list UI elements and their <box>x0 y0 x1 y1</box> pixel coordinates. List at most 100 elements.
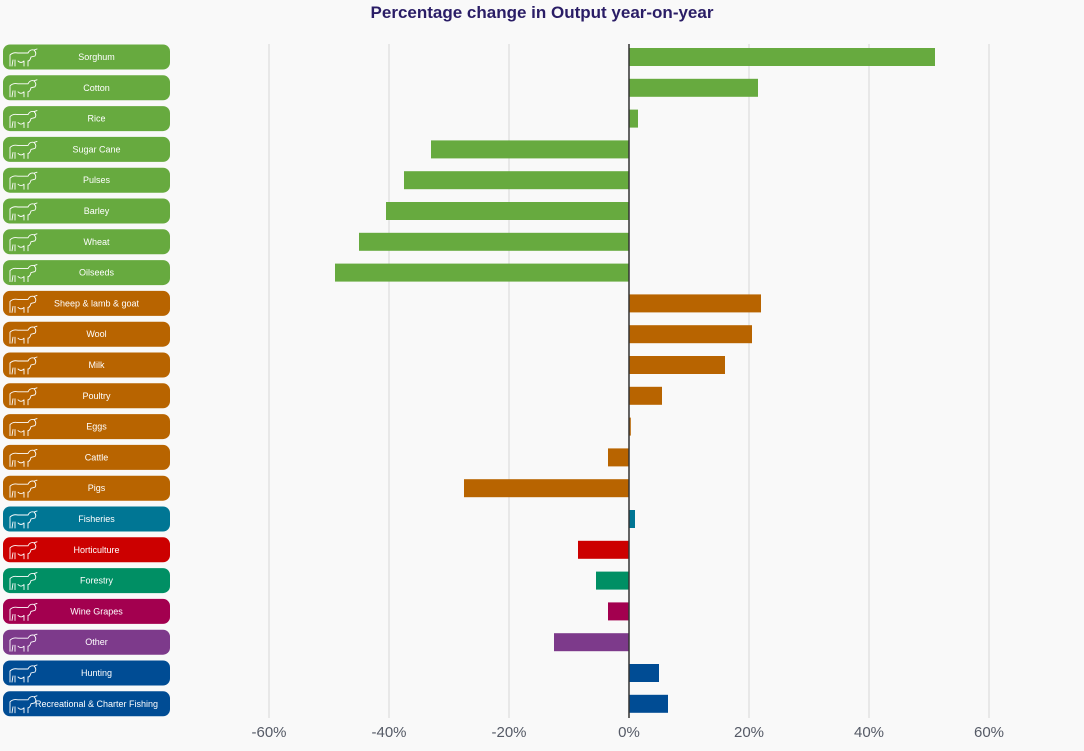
cow-icon <box>9 294 38 313</box>
category-label: Fisheries <box>3 506 170 532</box>
category-badge <box>3 537 170 563</box>
category-label-text: Pigs <box>88 483 106 493</box>
category-label: Poultry <box>3 383 170 409</box>
cow-icon <box>9 387 38 406</box>
x-tick-label: 60% <box>974 724 1004 741</box>
x-tick-label: -20% <box>491 724 526 741</box>
category-label: Sheep & lamb & goat <box>3 290 170 316</box>
category-badge <box>3 691 170 717</box>
category-label: Cotton <box>3 75 170 101</box>
category-label: Pulses <box>3 167 170 193</box>
category-badge <box>3 352 170 378</box>
category-label-text: Recreational & Charter Fishing <box>35 699 158 709</box>
category-badge <box>3 444 170 470</box>
category-label-text: Horticulture <box>73 545 119 555</box>
category-badge <box>3 229 170 255</box>
cow-icon <box>9 572 38 591</box>
category-label-text: Poultry <box>82 391 111 401</box>
bar <box>629 325 752 344</box>
category-badge <box>3 136 170 162</box>
bar <box>386 202 629 220</box>
category-label: Sugar Cane <box>3 136 170 162</box>
bar <box>596 571 629 590</box>
category-label: Rice <box>3 106 170 132</box>
tick-layer: -60% -40% -20% 0% 20% 40% 60% <box>251 44 1004 741</box>
cow-icon <box>9 140 38 159</box>
chart-title: Percentage change in Output year-on-year <box>370 3 714 22</box>
bar <box>629 294 761 313</box>
category-label: Oilseeds <box>3 260 170 286</box>
bar <box>629 78 758 97</box>
category-label-text: Oilseeds <box>79 268 115 278</box>
category-label-text: Fisheries <box>78 514 115 524</box>
category-label-text: Wool <box>86 329 106 339</box>
category-label-text: Barley <box>84 206 110 216</box>
category-label-text: Wine Grapes <box>70 606 123 616</box>
category-label-text: Cotton <box>83 83 110 93</box>
category-label-text: Rice <box>87 114 105 124</box>
category-badge <box>3 506 170 532</box>
category-label: Eggs <box>3 414 170 440</box>
bar <box>554 633 629 652</box>
category-badge <box>3 106 170 132</box>
cow-icon <box>9 541 38 560</box>
category-label-text: Other <box>85 637 108 647</box>
category-label: Other <box>3 629 170 655</box>
cow-icon <box>9 664 38 683</box>
category-label: Sorghum <box>3 44 170 70</box>
category-label-text: Sheep & lamb & goat <box>54 298 140 308</box>
label-layer: Sorghum Cotton Rice Sugar Cane Pulses Barley W… <box>3 44 170 717</box>
category-label: Wine Grapes <box>3 598 170 624</box>
cow-icon <box>9 479 38 498</box>
category-label-text: Sorghum <box>78 52 115 62</box>
category-label: Hunting <box>3 660 170 686</box>
category-label: Milk <box>3 352 170 378</box>
category-label-text: Milk <box>89 360 105 370</box>
bar <box>629 386 662 405</box>
cow-icon <box>9 356 38 375</box>
bar <box>629 417 631 436</box>
bar <box>629 356 725 374</box>
category-badge <box>3 290 170 316</box>
cow-icon <box>9 202 38 221</box>
category-label: Recreational & Charter Fishing <box>3 691 170 717</box>
category-badge <box>3 260 170 286</box>
cow-icon <box>9 695 38 714</box>
category-label-text: Pulses <box>83 175 111 185</box>
bar-layer <box>335 48 935 713</box>
category-badge <box>3 383 170 409</box>
category-label: Barley <box>3 198 170 224</box>
cow-icon <box>9 602 38 621</box>
bar <box>629 664 659 682</box>
category-badge <box>3 167 170 193</box>
x-tick-label: 20% <box>734 724 764 741</box>
bar <box>359 232 629 251</box>
cow-icon <box>9 79 38 98</box>
grid-layer <box>268 44 990 718</box>
bar <box>608 448 629 467</box>
category-label: Horticulture <box>3 537 170 563</box>
cow-icon <box>9 110 38 129</box>
cow-icon <box>9 48 38 67</box>
x-tick-label: -40% <box>371 724 406 741</box>
category-label: Wheat <box>3 229 170 255</box>
bar <box>629 694 668 713</box>
category-label-text: Wheat <box>83 237 110 247</box>
bar <box>629 510 635 528</box>
category-badge <box>3 475 170 501</box>
category-badge <box>3 75 170 101</box>
category-label-text: Forestry <box>80 576 114 586</box>
bar <box>578 540 629 559</box>
cow-icon <box>9 325 38 344</box>
bar <box>608 602 629 621</box>
bar <box>464 479 629 498</box>
cow-icon <box>9 264 38 283</box>
cow-icon <box>9 233 38 252</box>
category-label: Forestry <box>3 568 170 594</box>
category-label: Cattle <box>3 444 170 470</box>
category-badge <box>3 598 170 624</box>
category-badge <box>3 629 170 655</box>
category-badge <box>3 660 170 686</box>
x-tick-label: 0% <box>618 724 640 741</box>
